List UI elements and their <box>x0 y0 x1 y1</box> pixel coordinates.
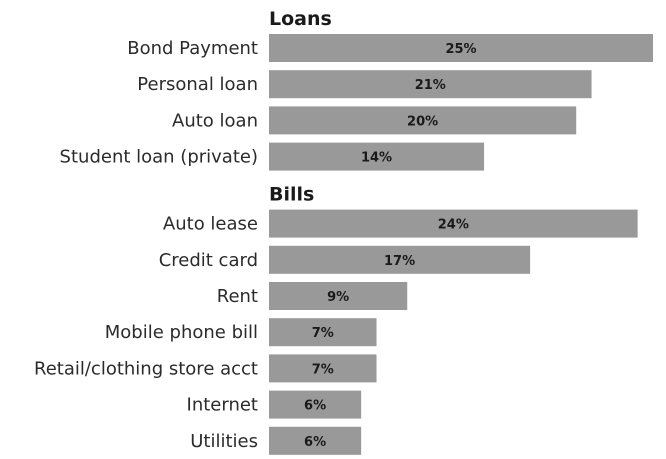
data-label: 6% <box>304 399 326 414</box>
category-label: Mobile phone bill <box>105 322 258 343</box>
bar <box>269 209 638 238</box>
data-label: 6% <box>304 435 326 450</box>
data-label: 25% <box>445 42 476 57</box>
group-title-bills: Bills <box>269 184 314 206</box>
bar <box>269 390 362 419</box>
bar <box>269 245 531 274</box>
category-label: Student loan (private) <box>60 147 258 168</box>
group-title-loans: Loans <box>269 8 332 30</box>
data-label: 24% <box>438 218 469 233</box>
bar <box>269 426 362 455</box>
category-label: Auto loan <box>172 110 258 131</box>
category-label: Rent <box>217 286 258 307</box>
data-label: 7% <box>312 326 334 341</box>
category-label: Personal loan <box>137 74 258 95</box>
category-label: Retail/clothing store acct <box>34 358 258 379</box>
bar <box>269 282 408 310</box>
bar <box>269 106 577 135</box>
category-label: Auto lease <box>163 214 258 235</box>
data-label: 14% <box>361 151 392 166</box>
category-label: Utilities <box>190 431 258 452</box>
bar <box>269 318 377 347</box>
bar <box>269 354 377 383</box>
data-label: 17% <box>384 254 415 269</box>
category-label: Credit card <box>159 250 258 271</box>
bar <box>269 70 592 99</box>
data-label: 9% <box>327 290 349 305</box>
chart-layer: Loans Bond Payment 25% Personal loan 21% Auto… <box>34 8 653 455</box>
data-label: 21% <box>415 78 446 93</box>
data-label: 7% <box>312 362 334 377</box>
bar <box>269 34 653 62</box>
category-label: Internet <box>187 395 258 416</box>
bar <box>269 142 485 171</box>
category-label: Bond Payment <box>127 38 258 59</box>
data-label: 20% <box>407 114 438 129</box>
